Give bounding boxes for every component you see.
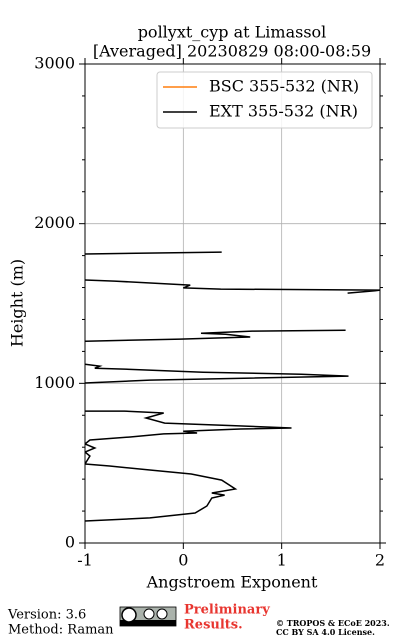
chart-title: pollyxt_cyp at Limassol <box>138 23 327 42</box>
y-tick-label: 2000 <box>34 213 75 232</box>
copyright: CC BY SA 4.0 License. <box>276 627 375 637</box>
notice: Results. <box>184 618 243 633</box>
chart-subtitle: [Averaged] 20230829 08:00-08:59 <box>93 42 371 61</box>
plot-frame <box>84 63 381 544</box>
x-tick-label: -1 <box>77 551 93 570</box>
y-axis-label: Height (m) <box>8 259 27 347</box>
notice: Preliminary <box>184 603 270 618</box>
y-tick-label: 0 <box>65 533 75 552</box>
y-tick-label: 3000 <box>34 54 75 73</box>
x-tick-label: 0 <box>178 551 188 570</box>
legend-label: EXT 355-532 (NR) <box>209 102 358 121</box>
x-tick-label: 2 <box>375 551 385 570</box>
x-tick-label: 1 <box>277 551 287 570</box>
legend-box <box>156 71 373 129</box>
legend-label: BSC 355-532 (NR) <box>209 77 359 96</box>
x-axis-label: Angstroem Exponent <box>146 573 318 592</box>
method: Method: Raman <box>8 623 114 638</box>
copyright: © TROPOS & ECoE 2023. <box>276 618 390 628</box>
cc-badge <box>119 606 177 627</box>
data-line <box>85 251 380 522</box>
y-tick-label: 1000 <box>34 373 75 392</box>
version: Version: 3.6 <box>7 608 86 623</box>
